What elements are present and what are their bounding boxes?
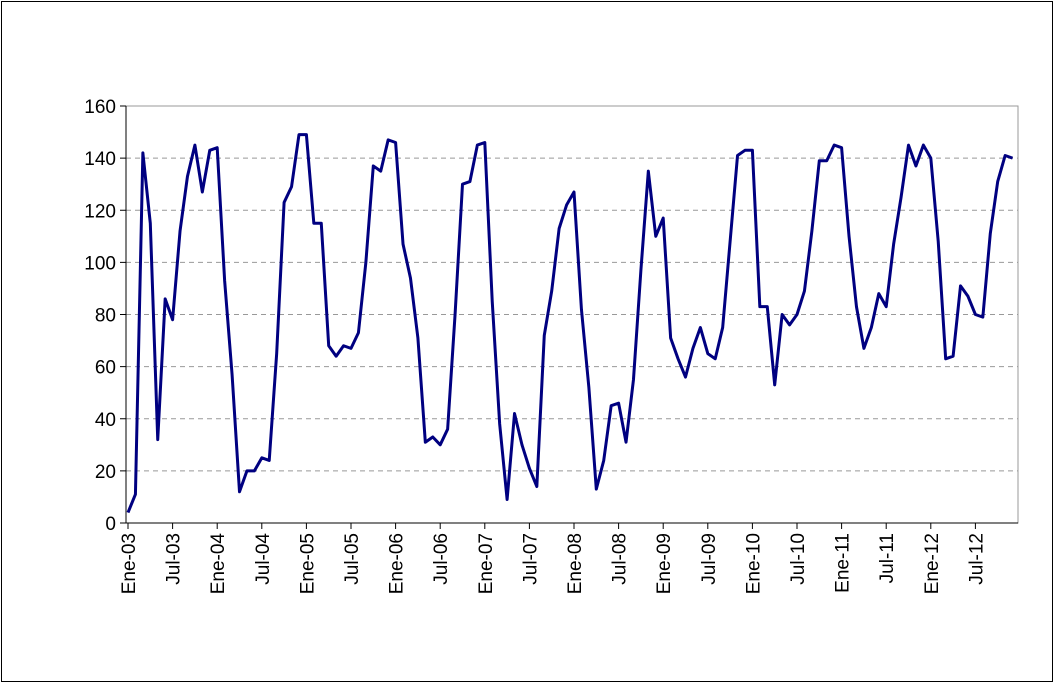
x-tick-label: Ene-03: [119, 533, 140, 594]
y-tick-label: 0: [105, 514, 116, 535]
x-tick-label: Jul-12: [966, 533, 987, 585]
y-tick-label: 80: [95, 306, 116, 327]
y-tick-label: 160: [84, 97, 116, 118]
x-tick-label: Jul-05: [342, 533, 363, 585]
y-tick-label: 60: [95, 358, 116, 379]
y-tick-label: 20: [95, 462, 116, 483]
x-tick-label: Ene-05: [297, 533, 318, 594]
x-tick-label: Jul-06: [431, 533, 452, 585]
x-tick-label: Ene-06: [387, 533, 408, 594]
data-line: [126, 133, 1014, 514]
x-tick-label: Jul-07: [520, 533, 541, 585]
x-tick-label: Jul-09: [699, 533, 720, 585]
x-tick-label: Jul-08: [610, 533, 631, 585]
x-tick-label: Ene-08: [565, 533, 586, 594]
x-tick-label: Ene-04: [208, 533, 229, 595]
x-tick-label: Ene-10: [743, 533, 764, 594]
x-tick-label: Jul-04: [253, 533, 274, 585]
x-tick-label: Ene-09: [654, 533, 675, 594]
x-tick-label: Ene-07: [476, 533, 497, 594]
x-tick-label: Ene-11: [833, 533, 854, 593]
x-tick-label: Jul-10: [788, 533, 809, 585]
y-tick-label: 40: [95, 410, 116, 431]
x-tick-label: Jul-03: [164, 533, 185, 585]
y-tick-label: 140: [84, 149, 116, 170]
x-tick-label: Ene-12: [922, 533, 943, 594]
y-tick-label: 100: [84, 253, 116, 274]
x-tick-label: Jul-11: [877, 533, 898, 583]
y-tick-label: 120: [84, 201, 116, 222]
